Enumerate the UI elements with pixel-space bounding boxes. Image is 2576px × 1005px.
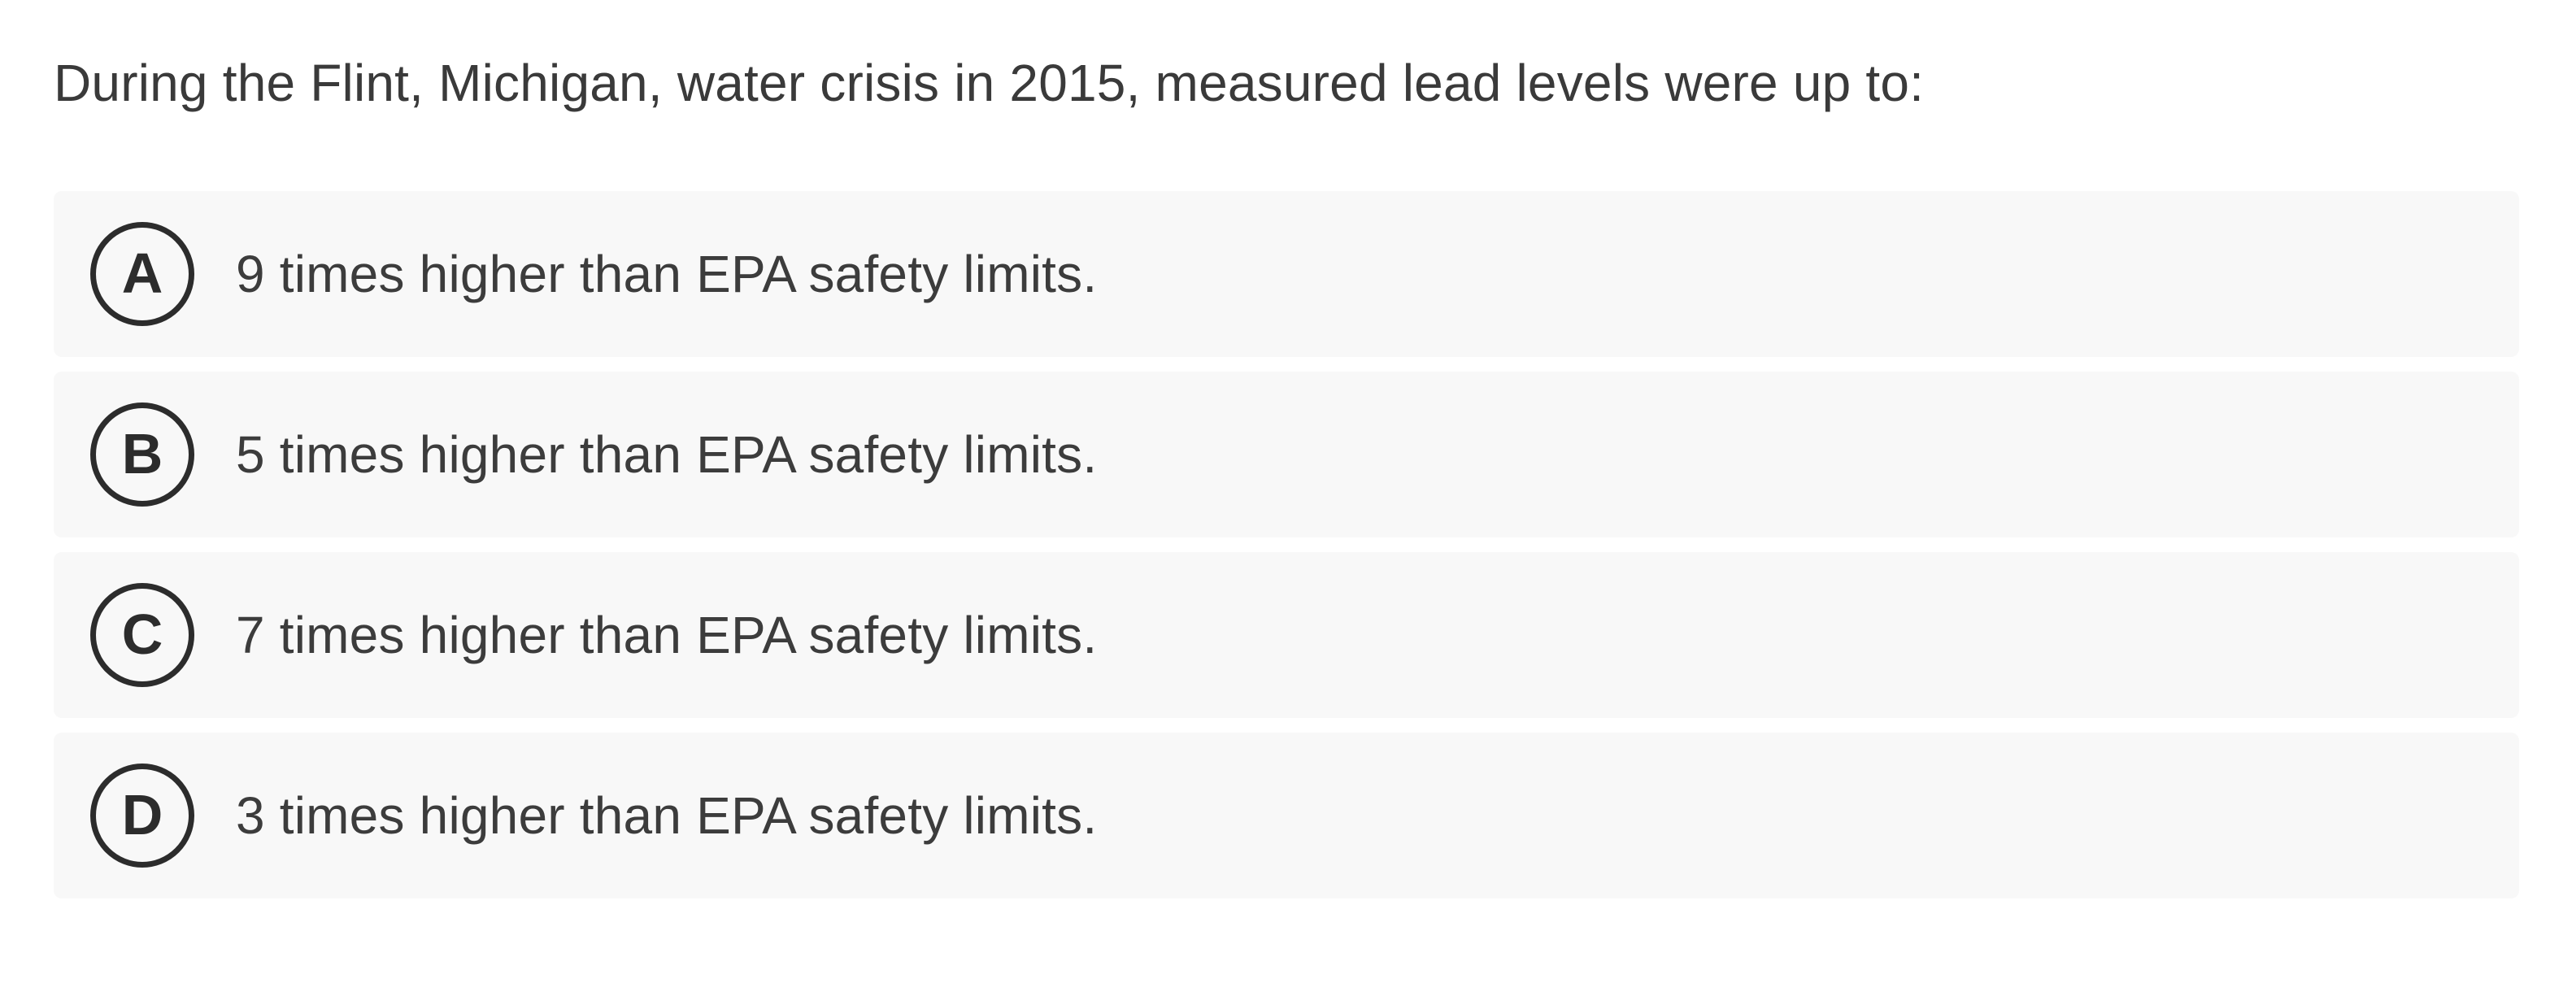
option-b[interactable]: B 5 times higher than EPA safety limits. — [54, 372, 2519, 537]
option-c-letter-badge: C — [90, 583, 194, 687]
option-c[interactable]: C 7 times higher than EPA safety limits. — [54, 552, 2519, 718]
quiz-panel: During the Flint, Michigan, water crisis… — [0, 50, 2576, 898]
option-a-text: 9 times higher than EPA safety limits. — [236, 245, 1098, 303]
option-d-letter-badge: D — [90, 764, 194, 868]
option-b-letter-badge: B — [90, 402, 194, 507]
option-d-text: 3 times higher than EPA safety limits. — [236, 786, 1098, 845]
options-list: A 9 times higher than EPA safety limits.… — [54, 191, 2519, 898]
question-text: During the Flint, Michigan, water crisis… — [54, 54, 1925, 112]
option-a[interactable]: A 9 times higher than EPA safety limits. — [54, 191, 2519, 357]
option-b-letter: B — [121, 422, 163, 485]
option-d[interactable]: D 3 times higher than EPA safety limits. — [54, 733, 2519, 898]
option-c-text: 7 times higher than EPA safety limits. — [236, 606, 1098, 664]
option-a-letter-badge: A — [90, 222, 194, 326]
option-c-letter: C — [121, 603, 163, 666]
option-b-text: 5 times higher than EPA safety limits. — [236, 425, 1098, 484]
option-d-letter: D — [121, 783, 163, 846]
option-a-letter: A — [121, 241, 163, 305]
